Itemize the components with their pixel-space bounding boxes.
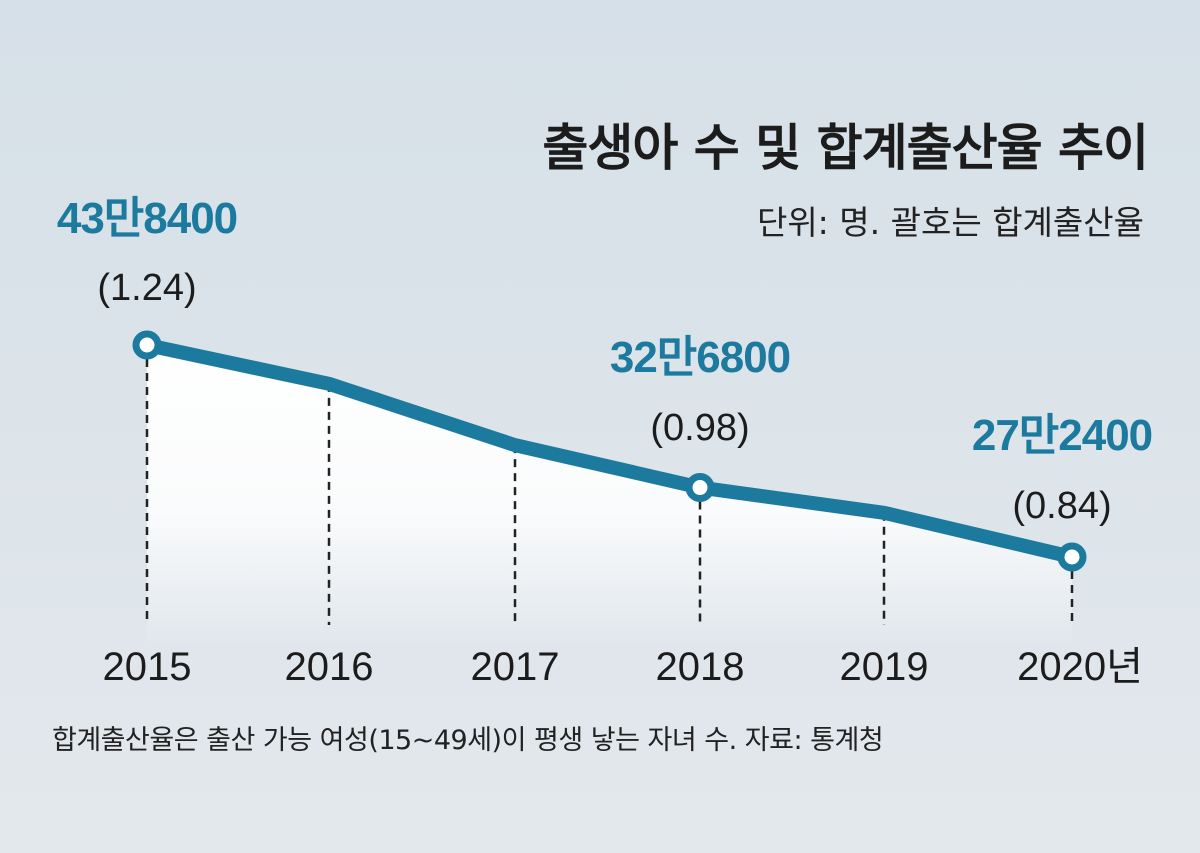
x-tick-label: 2015 xyxy=(103,645,192,689)
area-fill xyxy=(147,345,1072,650)
x-tick-label: 2018 xyxy=(656,645,745,689)
point-marker-2020년 xyxy=(1057,542,1087,572)
rate-label: (1.24) xyxy=(97,267,196,309)
value-label: 32만6800 xyxy=(610,333,790,382)
x-tick-label: 2017 xyxy=(471,645,560,689)
x-tick-label: 2019 xyxy=(840,645,929,689)
footnote: 합계출산율은 출산 가능 여성(15~49세)이 평생 낳는 자녀 수. 자료:… xyxy=(52,725,884,756)
point-marker-2018 xyxy=(685,473,715,503)
rate-label: (0.84) xyxy=(1012,485,1111,527)
value-label: 43만8400 xyxy=(57,194,237,243)
x-tick-label: 2020년 xyxy=(1017,645,1143,689)
value-label: 27만2400 xyxy=(972,411,1152,460)
chart-title: 출생아 수 및 합계출산율 추이 xyxy=(542,119,1149,177)
series-line xyxy=(140,338,1079,564)
chart-subtitle: 단위: 명. 괄호는 합계출산율 xyxy=(756,203,1144,242)
point-marker-2015 xyxy=(132,330,162,360)
rate-label: (0.98) xyxy=(650,407,749,449)
x-tick-label: 2016 xyxy=(285,645,374,689)
